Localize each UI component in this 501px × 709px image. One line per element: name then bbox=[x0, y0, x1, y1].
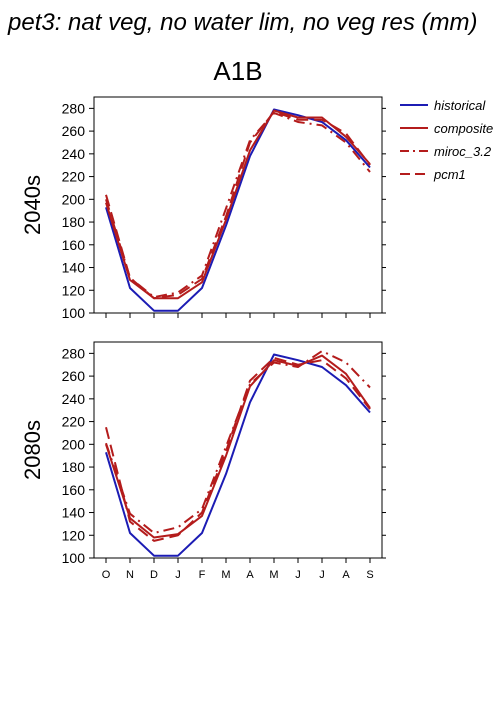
x-tick-label: J bbox=[175, 569, 181, 581]
y-tick-label: 100 bbox=[62, 305, 86, 321]
x-tick-label: A bbox=[246, 569, 254, 581]
series-line-historical bbox=[105, 108, 371, 312]
figure-title: pet3: nat veg, no water lim, no veg res … bbox=[7, 9, 478, 36]
x-tick-label: D bbox=[150, 569, 158, 581]
x-tick-label: J bbox=[319, 569, 325, 581]
y-tick-label: 140 bbox=[62, 505, 86, 521]
legend: historical composite miroc_3.2 pcm1 bbox=[400, 98, 493, 182]
y-tick-label: 280 bbox=[62, 345, 86, 361]
y-tick-label: 120 bbox=[62, 282, 86, 298]
x-tick-label: M bbox=[221, 569, 230, 581]
legend-label: historical bbox=[434, 98, 486, 113]
x-tick-label: S bbox=[366, 569, 373, 581]
y-tick-label: 160 bbox=[62, 237, 86, 253]
x-tick-label: M bbox=[269, 569, 278, 581]
legend-item: miroc_3.2 bbox=[400, 144, 492, 159]
plot-frame bbox=[93, 341, 383, 559]
y-tick-label: 180 bbox=[62, 214, 86, 230]
series-line-historical bbox=[105, 353, 371, 557]
y-tick-label: 100 bbox=[62, 550, 86, 566]
y-tick-label: 220 bbox=[62, 169, 86, 185]
y-tick-label: 260 bbox=[62, 123, 86, 139]
y-tick-label: 120 bbox=[62, 527, 86, 543]
x-tick-label: A bbox=[342, 569, 350, 581]
chart-panels: 100 120 140 160 180 200 220 240 260 280 2040s 100 12… bbox=[20, 96, 386, 581]
scenario-title: A1B bbox=[213, 56, 262, 86]
x-tick-label: O bbox=[102, 569, 111, 581]
y-tick-label: 240 bbox=[62, 146, 86, 162]
legend-label: composite bbox=[434, 121, 493, 136]
series-line-pcm1 bbox=[105, 356, 371, 542]
y-tick-label: 180 bbox=[62, 459, 86, 475]
y-tick-label: 140 bbox=[62, 260, 86, 276]
series-line-composite bbox=[105, 109, 371, 300]
x-tick-label: J bbox=[295, 569, 301, 581]
y-tick-label: 200 bbox=[62, 191, 86, 207]
x-tick-label: N bbox=[126, 569, 134, 581]
panel-label: 2080s bbox=[20, 420, 45, 480]
legend-label: pcm1 bbox=[433, 167, 466, 182]
y-tick-label: 260 bbox=[62, 368, 86, 384]
y-tick-label: 280 bbox=[62, 100, 86, 116]
legend-item: historical bbox=[400, 98, 486, 113]
chart-panel-2080s: 100 120 140 160 180 200 220 240 260 280 O N D J F M A M J J… bbox=[20, 341, 386, 581]
plot-frame bbox=[93, 96, 383, 314]
series-line-composite bbox=[105, 354, 371, 539]
x-tick-label: F bbox=[199, 569, 206, 581]
y-tick-label: 220 bbox=[62, 414, 86, 430]
y-tick-label: 200 bbox=[62, 436, 86, 452]
chart-panel-2040s: 100 120 140 160 180 200 220 240 260 280 2040s bbox=[20, 96, 386, 321]
series-line-pcm1 bbox=[105, 110, 371, 300]
y-tick-label: 240 bbox=[62, 391, 86, 407]
legend-label: miroc_3.2 bbox=[434, 144, 492, 159]
series-line-miroc-3-2 bbox=[105, 350, 371, 534]
panel-label: 2040s bbox=[20, 175, 45, 235]
y-tick-label: 160 bbox=[62, 482, 86, 498]
series-line-miroc-3-2 bbox=[105, 111, 371, 299]
legend-item: composite bbox=[400, 121, 493, 136]
legend-item: pcm1 bbox=[400, 167, 466, 182]
